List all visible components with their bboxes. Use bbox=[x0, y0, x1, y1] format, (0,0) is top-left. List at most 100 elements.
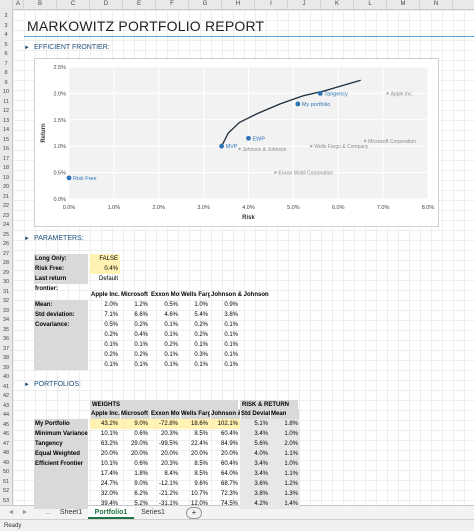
row-header[interactable]: 13 bbox=[2, 117, 10, 124]
stats-cell[interactable]: 0.5% bbox=[164, 302, 178, 308]
column-header[interactable]: H bbox=[222, 0, 255, 9]
row-header[interactable]: 52 bbox=[2, 488, 10, 494]
portfolio-cell[interactable]: 20.0% bbox=[100, 451, 118, 457]
stats-cell[interactable]: 0.1% bbox=[224, 362, 238, 368]
stats-cell[interactable]: 0.1% bbox=[194, 342, 208, 348]
efficient-frontier-chart[interactable]: 0.0% 1.0% 2.0% 3.0% 4.0% 5.0% 6.0% 7.0% 8.0% 0.0%… bbox=[34, 58, 439, 227]
row-header[interactable]: 28 bbox=[2, 260, 10, 266]
stats-cell[interactable]: 7.1% bbox=[104, 312, 118, 318]
row-header[interactable]: 23 bbox=[2, 212, 10, 219]
row-header[interactable]: 41 bbox=[2, 383, 10, 390]
portfolio-cell[interactable]: 8.4% bbox=[164, 471, 178, 477]
row-header[interactable]: 25 bbox=[2, 231, 10, 238]
row-header[interactable]: 45 bbox=[2, 421, 10, 428]
portfolio-cell[interactable]: 20.0% bbox=[190, 451, 208, 457]
stats-cell[interactable]: 0.1% bbox=[164, 332, 178, 338]
column-header[interactable]: I bbox=[255, 0, 288, 9]
row-header[interactable]: 36 bbox=[2, 336, 10, 342]
stats-cell[interactable]: 0.2% bbox=[194, 332, 208, 338]
portfolio-cell[interactable]: -31.1% bbox=[158, 501, 178, 507]
row-header[interactable]: 32 bbox=[2, 298, 10, 304]
row-header[interactable]: 46 bbox=[2, 431, 10, 437]
stats-cell[interactable]: 0.2% bbox=[134, 322, 148, 328]
portfolio-cell[interactable]: 12.0% bbox=[190, 501, 208, 507]
portfolio-cell[interactable]: 9.0% bbox=[120, 419, 150, 429]
portfolio-cell[interactable]: 24.7% bbox=[100, 481, 118, 487]
portfolio-cell[interactable]: 2.0% bbox=[270, 439, 300, 449]
row-header[interactable]: 27 bbox=[2, 250, 10, 257]
portfolio-cell[interactable]: 20.3% bbox=[160, 461, 178, 467]
portfolio-cell[interactable]: 60.4% bbox=[220, 431, 238, 437]
portfolio-cell[interactable]: 3.4% bbox=[240, 459, 270, 469]
row-header[interactable]: 29 bbox=[2, 269, 10, 276]
portfolio-cell[interactable]: 20.3% bbox=[160, 431, 178, 437]
row-header[interactable]: 10 bbox=[2, 89, 10, 95]
portfolio-cell[interactable]: 74.5% bbox=[220, 501, 238, 507]
portfolio-cell[interactable]: 1.8% bbox=[134, 471, 148, 477]
row-header[interactable]: 49 bbox=[2, 459, 10, 466]
portfolio-cell[interactable]: 3.6% bbox=[240, 479, 270, 489]
row-header[interactable]: 44 bbox=[2, 412, 10, 418]
portfolio-cell[interactable]: 60.4% bbox=[220, 461, 238, 467]
stats-cell[interactable]: 4.6% bbox=[164, 312, 178, 318]
stats-cell[interactable]: 0.1% bbox=[104, 342, 118, 348]
stats-cell[interactable]: 0.1% bbox=[224, 352, 238, 358]
portfolio-cell[interactable]: 20.0% bbox=[130, 451, 148, 457]
stats-cell[interactable]: 2.0% bbox=[104, 302, 118, 308]
portfolio-cell[interactable]: 1.1% bbox=[270, 449, 300, 459]
row-header[interactable]: 35 bbox=[2, 326, 10, 333]
portfolio-cell[interactable]: 9.6% bbox=[194, 481, 208, 487]
column-header[interactable]: E bbox=[123, 0, 156, 9]
portfolio-cell[interactable]: 43.2% bbox=[90, 419, 120, 429]
stats-cell[interactable]: 0.1% bbox=[134, 342, 148, 348]
stats-cell[interactable]: 0.9% bbox=[224, 302, 238, 308]
parameter-value[interactable]: 0.4% bbox=[90, 264, 120, 274]
portfolio-cell[interactable]: 68.7% bbox=[220, 481, 238, 487]
portfolio-cell[interactable]: 84.9% bbox=[220, 441, 238, 447]
stats-cell[interactable]: 0.2% bbox=[104, 332, 118, 338]
row-header[interactable]: 47 bbox=[2, 440, 10, 447]
portfolio-cell[interactable]: 6.2% bbox=[134, 491, 148, 497]
column-header[interactable]: B bbox=[24, 0, 57, 9]
stats-cell[interactable]: 0.1% bbox=[224, 332, 238, 338]
portfolio-cell[interactable]: -12.1% bbox=[158, 481, 178, 487]
stats-cell[interactable]: 0.1% bbox=[164, 322, 178, 328]
column-header[interactable]: M bbox=[387, 0, 420, 9]
portfolio-cell[interactable]: 5.2% bbox=[134, 501, 148, 507]
portfolio-cell[interactable]: 1.3% bbox=[270, 489, 300, 499]
stats-cell[interactable]: 0.1% bbox=[164, 362, 178, 368]
portfolio-cell[interactable]: 3.8% bbox=[240, 489, 270, 499]
portfolio-cell[interactable]: 1.8% bbox=[270, 419, 300, 429]
portfolio-cell[interactable]: 4.2% bbox=[240, 499, 270, 509]
row-header[interactable]: 24 bbox=[2, 222, 10, 228]
row-header[interactable]: 17 bbox=[2, 155, 10, 162]
row-header[interactable]: 34 bbox=[2, 317, 10, 323]
portfolio-cell[interactable]: 10.7% bbox=[190, 491, 208, 497]
row-header[interactable]: 6 bbox=[4, 51, 8, 57]
portfolio-cell[interactable]: 10.1% bbox=[100, 431, 118, 437]
portfolio-cell[interactable]: 64.0% bbox=[220, 471, 238, 477]
portfolio-cell[interactable]: 29.0% bbox=[130, 441, 148, 447]
row-header[interactable]: 37 bbox=[2, 345, 10, 352]
stats-cell[interactable]: 0.1% bbox=[104, 362, 118, 368]
portfolio-cell[interactable]: 5.1% bbox=[240, 419, 270, 429]
tab-portfolio1[interactable]: Portfolio1 bbox=[88, 506, 134, 519]
portfolio-cell[interactable]: 1.0% bbox=[270, 459, 300, 469]
row-header[interactable]: 43 bbox=[2, 402, 10, 409]
portfolio-cell[interactable]: 18.6% bbox=[180, 419, 210, 429]
row-header[interactable]: 51 bbox=[2, 478, 10, 485]
column-header[interactable]: A bbox=[13, 0, 24, 9]
portfolio-cell[interactable]: 10.1% bbox=[100, 461, 118, 467]
row-header[interactable]: 8 bbox=[4, 70, 8, 76]
row-header[interactable]: 42 bbox=[2, 393, 10, 399]
row-header[interactable]: 30 bbox=[2, 279, 10, 285]
portfolio-cell[interactable]: 17.4% bbox=[100, 471, 118, 477]
row-header[interactable]: 2 bbox=[4, 13, 8, 19]
row-header[interactable]: 19 bbox=[2, 174, 10, 181]
portfolio-cell[interactable]: 9.0% bbox=[134, 481, 148, 487]
row-header[interactable]: 40 bbox=[2, 374, 10, 380]
row-header[interactable]: 26 bbox=[2, 241, 10, 247]
parameter-value[interactable]: Default bbox=[98, 276, 118, 282]
portfolio-cell[interactable]: 5.6% bbox=[240, 439, 270, 449]
portfolio-cell[interactable]: 20.0% bbox=[160, 451, 178, 457]
